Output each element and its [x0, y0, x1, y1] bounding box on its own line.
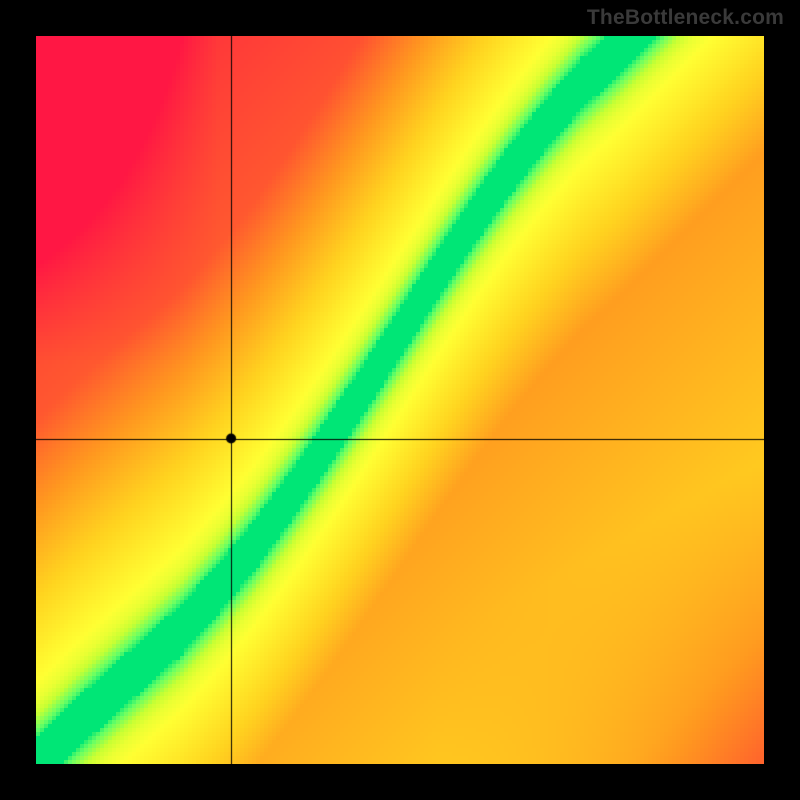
attribution-label: TheBottleneck.com [587, 6, 784, 30]
chart-container: TheBottleneck.com [0, 0, 800, 800]
crosshair-overlay [36, 36, 764, 764]
